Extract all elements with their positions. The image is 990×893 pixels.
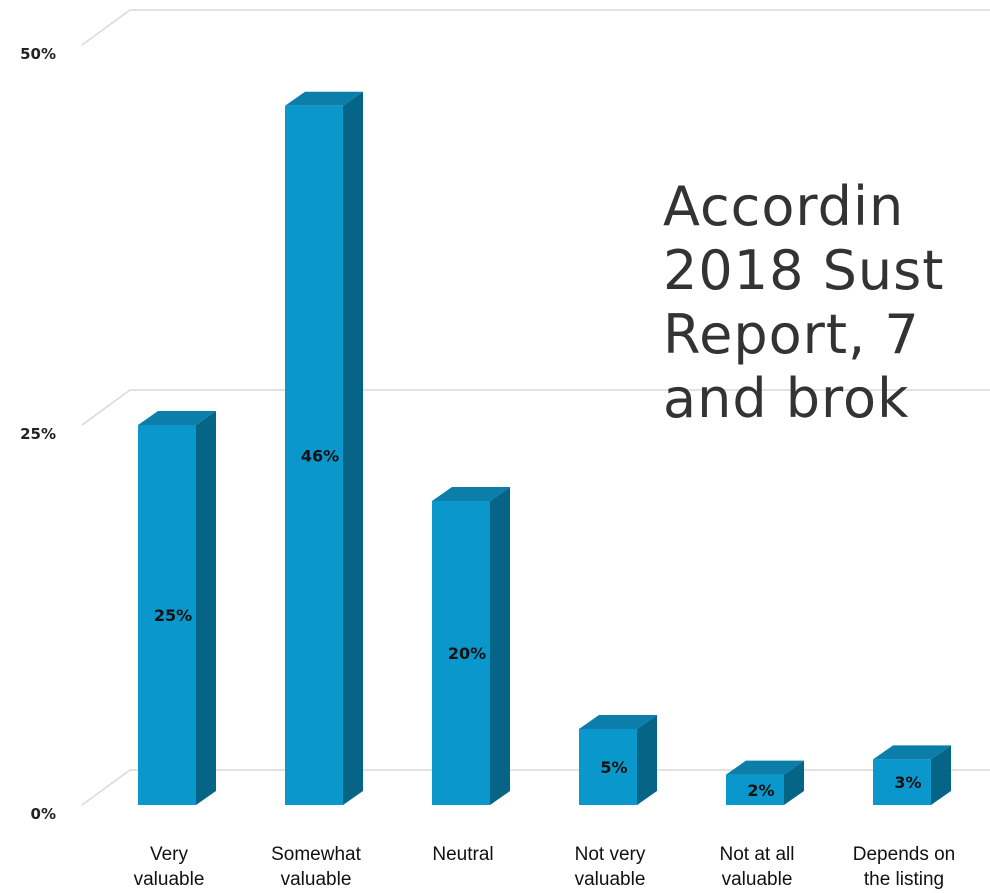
category-label-line: valuable bbox=[134, 869, 205, 890]
bar-side-5 bbox=[931, 745, 951, 805]
overlay-line-1: Accordin bbox=[663, 175, 905, 238]
y-tick-label-0: 0% bbox=[31, 805, 56, 823]
gridline-2 bbox=[81, 9, 990, 46]
bar-2 bbox=[432, 501, 490, 805]
category-label-line: Depends on bbox=[853, 844, 955, 865]
gridline-1 bbox=[81, 389, 990, 426]
category-label-line: Not at all bbox=[720, 844, 795, 865]
data-label-2: 20% bbox=[448, 644, 486, 663]
category-label-line: the listing bbox=[864, 869, 944, 890]
y-tick-label-1: 25% bbox=[20, 425, 56, 443]
bar-side-4 bbox=[784, 760, 804, 805]
bar-4 bbox=[726, 774, 784, 805]
bar-side-3 bbox=[637, 715, 657, 805]
bar-side-1 bbox=[343, 91, 363, 806]
bar-top-4 bbox=[726, 760, 804, 775]
bar-side-2 bbox=[490, 487, 510, 805]
category-label-2: Neutral bbox=[432, 844, 493, 865]
bar-0 bbox=[138, 425, 196, 805]
bar-top-5 bbox=[873, 745, 951, 760]
data-label-1: 46% bbox=[301, 446, 339, 465]
category-label-line: Not very bbox=[575, 844, 646, 865]
data-label-5: 3% bbox=[894, 773, 921, 792]
category-label-0: Very valuable bbox=[134, 844, 205, 890]
overlay-text: Accordin 2018 Sust Report, 7 and brok bbox=[663, 175, 990, 431]
category-label-line: valuable bbox=[722, 869, 793, 890]
category-label-line: valuable bbox=[281, 869, 352, 890]
gridline-0 bbox=[81, 769, 990, 806]
y-tick-label-2: 50% bbox=[20, 45, 56, 63]
bar-top-0 bbox=[138, 411, 216, 425]
category-label-5: Depends on the listing bbox=[853, 844, 955, 890]
bar-1 bbox=[285, 105, 343, 806]
category-label-line: valuable bbox=[575, 869, 646, 890]
overlay-line-4: and brok bbox=[663, 367, 910, 430]
bar-3 bbox=[579, 729, 637, 805]
category-label-line: Somewhat bbox=[271, 844, 361, 865]
category-label-line: Neutral bbox=[432, 844, 493, 865]
data-label-4: 2% bbox=[747, 781, 774, 800]
data-label-3: 5% bbox=[600, 758, 627, 777]
data-label-0: 25% bbox=[154, 606, 192, 625]
bar-top-1 bbox=[285, 91, 363, 106]
category-label-1: Somewhat valuable bbox=[271, 844, 361, 890]
overlay-line-2: 2018 Sust bbox=[663, 239, 945, 302]
bar-top-3 bbox=[579, 715, 657, 729]
bar-top-2 bbox=[432, 487, 510, 501]
category-label-3: Not very valuable bbox=[575, 844, 646, 890]
bar-side-0 bbox=[196, 411, 216, 805]
category-label-4: Not at all valuable bbox=[720, 844, 795, 890]
category-label-line: Very bbox=[150, 844, 189, 865]
bar-5 bbox=[873, 759, 931, 805]
overlay-line-3: Report, 7 bbox=[663, 303, 920, 366]
